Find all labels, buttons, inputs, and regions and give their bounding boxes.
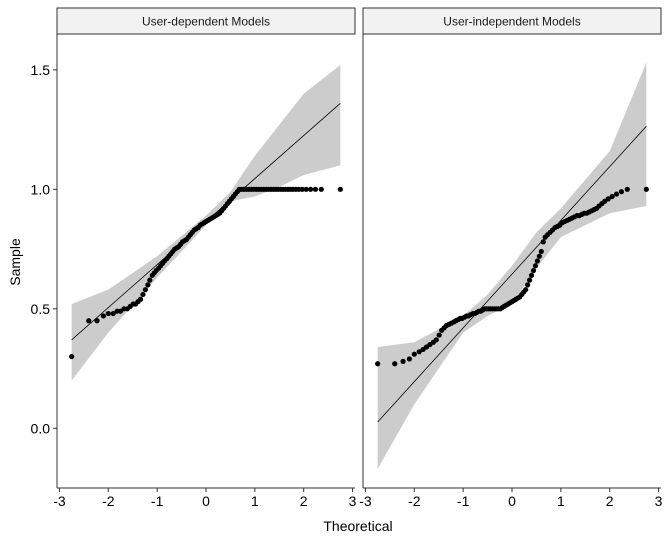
x-axis-title: Theoretical — [323, 518, 392, 534]
data-point — [618, 189, 625, 195]
x-tick-label: 2 — [300, 493, 308, 509]
y-tick-label: 0.0 — [31, 420, 51, 436]
data-point — [416, 349, 422, 355]
data-point — [624, 186, 630, 192]
data-point — [643, 186, 649, 192]
data-point — [406, 356, 413, 362]
data-point — [528, 272, 535, 278]
x-tick-label: -2 — [102, 493, 115, 509]
facet-title: User-dependent Models — [142, 15, 270, 29]
data-point — [538, 248, 544, 255]
x-tick-label: 1 — [251, 493, 259, 509]
x-tick-label: -3 — [359, 493, 372, 509]
x-tick-label: 0 — [508, 493, 516, 509]
x-tick-label: -3 — [53, 493, 66, 509]
data-point — [609, 193, 615, 200]
data-point — [526, 277, 533, 283]
data-point — [110, 310, 116, 317]
x-tick-label: 3 — [655, 493, 663, 509]
data-point — [436, 332, 442, 338]
data-point — [523, 287, 529, 293]
x-tick-label: 1 — [557, 493, 565, 509]
x-tick-label: -1 — [457, 493, 470, 509]
data-point — [303, 186, 309, 192]
data-point — [318, 186, 324, 192]
data-point — [142, 287, 149, 293]
confidence-band — [377, 62, 647, 469]
panel-plot-area — [69, 65, 343, 381]
y-tick-label: 0.5 — [31, 301, 51, 317]
y-tick-label: 1.0 — [31, 181, 51, 197]
panels-layer: User-dependent Models-3 -2 -1 0 1 2 3User-inde… — [53, 7, 663, 509]
reference-line — [377, 126, 647, 423]
data-point — [137, 296, 144, 302]
data-point — [530, 267, 537, 274]
x-tick-label: 3 — [349, 493, 357, 509]
data-point — [375, 361, 381, 367]
y-tick-label: 1.5 — [31, 62, 51, 78]
data-point — [86, 318, 92, 324]
data-point — [147, 277, 153, 283]
data-point — [525, 282, 531, 288]
facet-strip — [362, 7, 662, 35]
data-point — [312, 186, 319, 192]
facet-title: User-independent Models — [443, 15, 580, 29]
facet-panel: User-independent Models -3 -2 -1 0 1 2 3 — [359, 7, 663, 509]
facet-panel: User-dependent Models -3 -2 -1 0 1 2 3 — [53, 7, 357, 509]
facet-strip — [56, 7, 356, 35]
data-point — [532, 263, 539, 269]
y-axis-title: Sample — [7, 238, 23, 286]
data-point — [69, 353, 75, 360]
data-point — [536, 253, 542, 259]
data-point — [534, 258, 541, 264]
data-point — [94, 318, 100, 324]
data-point — [145, 282, 151, 288]
data-point — [392, 361, 398, 367]
data-point — [337, 186, 343, 192]
data-point — [400, 358, 406, 364]
data-point — [540, 239, 546, 245]
x-tick-label: 0 — [202, 493, 210, 509]
x-tick-label: -2 — [408, 493, 421, 509]
data-point — [105, 310, 111, 317]
y-axis: 0.0 0.5 1.0 1.5 — [31, 62, 57, 436]
data-point — [613, 191, 620, 197]
x-tick-label: 2 — [606, 493, 614, 509]
data-point — [307, 186, 314, 192]
data-point — [299, 186, 305, 192]
x-tick-label: -1 — [151, 493, 164, 509]
panel-plot-area — [375, 62, 649, 469]
data-point — [433, 337, 439, 343]
data-point — [411, 351, 417, 357]
data-point — [100, 313, 107, 319]
data-point — [140, 291, 146, 298]
data-point — [605, 196, 611, 202]
